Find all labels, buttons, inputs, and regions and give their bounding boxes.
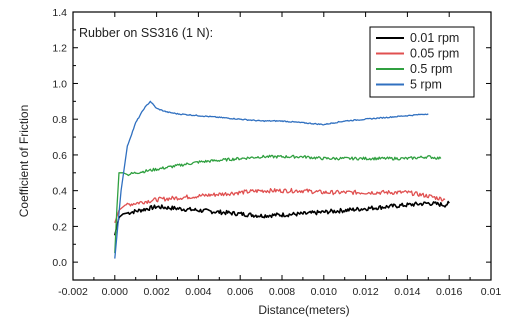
legend-entry-label: 0.05 rpm bbox=[410, 47, 459, 61]
y-tick-label: 1.2 bbox=[52, 43, 67, 55]
legend-entry-label: 5 rpm bbox=[410, 78, 442, 92]
x-tick-label: 0.006 bbox=[227, 286, 253, 298]
legend-entry-label: 0.01 rpm bbox=[410, 31, 459, 45]
y-tick-label: 1.4 bbox=[52, 7, 67, 19]
x-tick-label: 0.010 bbox=[311, 286, 337, 298]
x-tick-label: 0.012 bbox=[352, 286, 378, 298]
series-layer bbox=[114, 100, 450, 259]
x-tick-label: 0.000 bbox=[102, 286, 128, 298]
x-tick-label: 0.004 bbox=[185, 286, 211, 298]
x-tick-label: 0.01 bbox=[481, 286, 502, 298]
x-tick-label: 0.014 bbox=[394, 286, 420, 298]
y-tick-label: 0.2 bbox=[52, 221, 67, 233]
series-line-4 bbox=[114, 100, 429, 259]
x-tick-label: -0.002 bbox=[58, 286, 88, 298]
tick-layer: -0.002 0.000 0.002 0.004 0.006 0.008 0.010 0.01… bbox=[52, 7, 501, 298]
y-tick-label: 0.6 bbox=[52, 150, 67, 162]
series-line-2 bbox=[114, 187, 446, 224]
y-tick-label: 1.0 bbox=[52, 78, 67, 90]
legend-entry-label: 0.5 rpm bbox=[410, 62, 452, 76]
x-tick-label: 0.002 bbox=[143, 286, 169, 298]
series-line-3 bbox=[114, 154, 442, 254]
chart-annotation: Rubber on SS316 (1 N): bbox=[79, 26, 213, 40]
x-axis-label: Distance(meters) bbox=[258, 303, 349, 317]
y-tick-label: 0.4 bbox=[52, 186, 67, 198]
y-tick-label: 0.0 bbox=[52, 257, 67, 269]
series-line-1 bbox=[114, 200, 450, 236]
x-tick-label: 0.016 bbox=[436, 286, 462, 298]
x-tick-label: 0.008 bbox=[269, 286, 295, 298]
y-axis-label: Coefficient of Friction bbox=[17, 105, 31, 218]
y-tick-label: 0.8 bbox=[52, 114, 67, 126]
